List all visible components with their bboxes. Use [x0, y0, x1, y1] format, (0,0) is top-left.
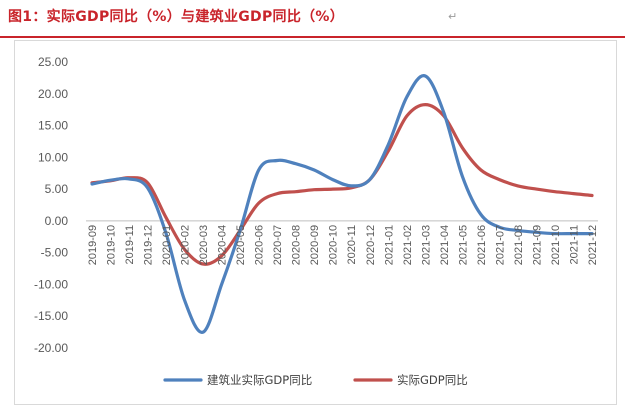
x-tick-label: 2021-05: [457, 225, 469, 265]
x-tick-label: 2020-07: [272, 225, 284, 265]
y-tick-label: 20.00: [38, 87, 68, 101]
x-tick-label: 2021-10: [550, 225, 562, 265]
y-tick-label: 0.00: [45, 214, 69, 228]
x-tick-label: 2020-05: [235, 225, 247, 265]
x-tick-label: 2021-02: [402, 225, 414, 265]
x-tick-label: 2021-06: [476, 225, 488, 265]
return-mark: ↵: [448, 10, 458, 23]
x-tick-label: 2020-04: [217, 225, 229, 265]
x-tick-label: 2020-01: [161, 225, 173, 265]
x-tick-label: 2021-11: [568, 225, 580, 265]
series-lines: [90, 74, 594, 334]
x-tick-label: 2021-01: [383, 225, 395, 265]
x-tick-label: 2021-12: [587, 225, 599, 265]
legend-label: 建筑业实际GDP同比: [207, 373, 312, 387]
legend: 建筑业实际GDP同比 实际GDP同比: [163, 373, 468, 387]
title-bar: 图1：实际GDP同比（%）与建筑业GDP同比（%） ↵: [0, 0, 625, 38]
chart-frame: [14, 40, 617, 405]
x-tick-label: 2019-11: [124, 225, 136, 265]
x-axis-ticks: 2019-09 2019-10 2019-11 2019-12 2020-01 2020-…: [87, 225, 599, 265]
chart-title: 图1：实际GDP同比（%）与建筑业GDP同比（%）: [8, 9, 345, 25]
series-line-real-gdp: [90, 103, 594, 266]
y-tick-label: -15.00: [34, 309, 68, 323]
x-tick-label: 2020-03: [198, 225, 210, 265]
y-tick-label: 10.00: [38, 150, 68, 164]
x-tick-label: 2020-09: [309, 225, 321, 265]
x-tick-label: 2020-11: [346, 225, 358, 265]
legend-label: 实际GDP同比: [397, 373, 468, 387]
x-tick-label: 2020-02: [180, 225, 192, 265]
x-tick-label: 2021-04: [439, 225, 451, 265]
y-axis-ticks: 25.00 20.00 15.00 10.00 5.00 0.00 -5.00 -10.00 -…: [34, 55, 68, 355]
x-tick-label: 2019-09: [87, 225, 99, 265]
x-tick-label: 2021-08: [513, 225, 525, 265]
y-tick-label: 15.00: [38, 119, 68, 133]
y-tick-label: -10.00: [34, 277, 68, 291]
series-line-construction-gdp: [90, 74, 594, 334]
x-tick-label: 2021-07: [494, 225, 506, 265]
x-tick-label: 2019-10: [106, 225, 118, 265]
x-tick-label: 2021-03: [420, 225, 432, 265]
x-tick-label: 2020-12: [365, 225, 377, 265]
x-tick-label: 2021-09: [531, 225, 543, 265]
y-tick-label: -5.00: [41, 246, 69, 260]
x-tick-label: 2020-10: [328, 225, 340, 265]
x-tick-label: 2020-06: [254, 225, 266, 265]
y-tick-label: 5.00: [45, 182, 69, 196]
y-tick-label: -20.00: [34, 341, 68, 355]
x-tick-label: 2019-12: [143, 225, 155, 265]
x-tick-label: 2020-08: [291, 225, 303, 265]
y-tick-label: 25.00: [38, 55, 68, 69]
